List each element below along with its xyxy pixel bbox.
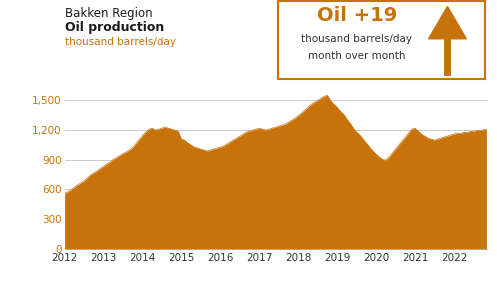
Text: month over month: month over month: [308, 51, 406, 61]
Text: Bakken Region: Bakken Region: [65, 7, 152, 20]
Text: Oil +19: Oil +19: [317, 6, 397, 25]
Text: thousand barrels/day: thousand barrels/day: [301, 34, 412, 44]
Text: Oil production: Oil production: [65, 21, 164, 34]
Text: thousand barrels/day: thousand barrels/day: [65, 37, 175, 47]
